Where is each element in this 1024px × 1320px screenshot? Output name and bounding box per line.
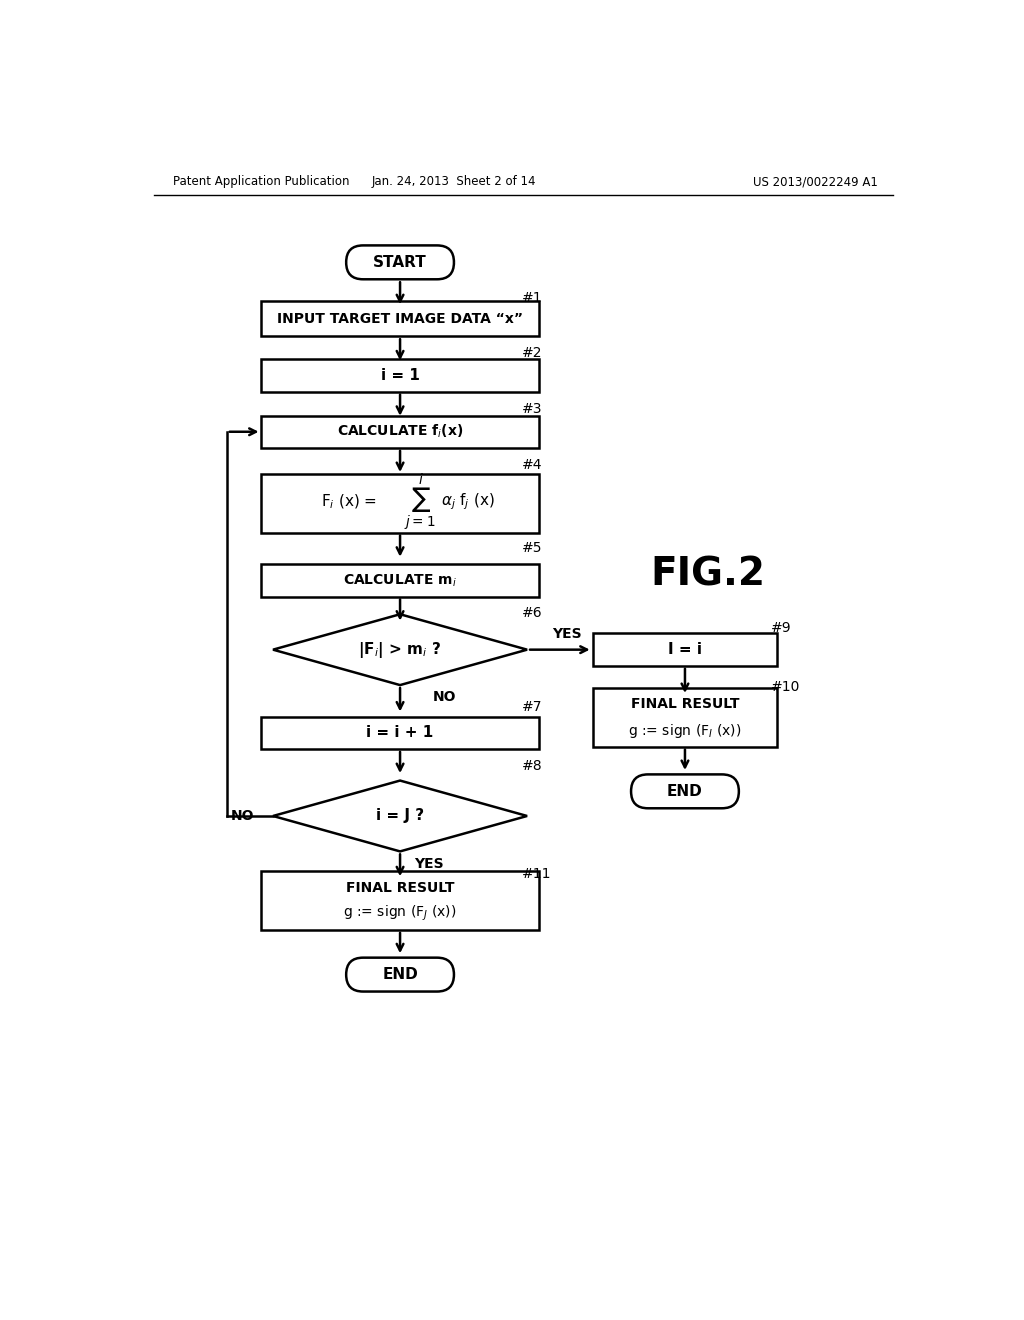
- Text: YES: YES: [552, 627, 582, 642]
- Text: YES: YES: [414, 858, 443, 871]
- Text: INPUT TARGET IMAGE DATA “x”: INPUT TARGET IMAGE DATA “x”: [278, 312, 523, 326]
- Text: $\alpha_j$ f$_j$ (x): $\alpha_j$ f$_j$ (x): [441, 491, 495, 512]
- Polygon shape: [273, 614, 527, 685]
- Text: #9: #9: [771, 622, 792, 635]
- FancyBboxPatch shape: [261, 416, 539, 447]
- Text: i = 1: i = 1: [381, 368, 420, 383]
- Text: Jan. 24, 2013  Sheet 2 of 14: Jan. 24, 2013 Sheet 2 of 14: [372, 176, 537, 187]
- Text: #10: #10: [771, 680, 801, 693]
- Text: #5: #5: [521, 541, 543, 554]
- Text: NO: NO: [230, 809, 254, 822]
- FancyBboxPatch shape: [261, 871, 539, 929]
- Text: I = i: I = i: [668, 642, 702, 657]
- FancyBboxPatch shape: [346, 958, 454, 991]
- Text: US 2013/0022249 A1: US 2013/0022249 A1: [753, 176, 878, 187]
- Text: #11: #11: [521, 867, 551, 882]
- Text: #2: #2: [521, 346, 543, 360]
- Text: FINAL RESULT: FINAL RESULT: [631, 697, 739, 711]
- FancyBboxPatch shape: [261, 717, 539, 748]
- Text: END: END: [667, 784, 702, 799]
- Text: FIG.2: FIG.2: [650, 556, 766, 593]
- Text: #1: #1: [521, 290, 543, 305]
- Text: START: START: [373, 255, 427, 269]
- Text: #6: #6: [521, 606, 543, 620]
- Text: #7: #7: [521, 700, 543, 714]
- FancyBboxPatch shape: [261, 564, 539, 597]
- Text: FINAL RESULT: FINAL RESULT: [346, 880, 455, 895]
- FancyBboxPatch shape: [261, 359, 539, 392]
- Text: g := sign (F$_I$ (x)): g := sign (F$_I$ (x)): [629, 722, 741, 739]
- FancyBboxPatch shape: [261, 301, 539, 337]
- FancyBboxPatch shape: [631, 775, 739, 808]
- Text: #8: #8: [521, 759, 543, 774]
- Text: #4: #4: [521, 458, 543, 471]
- FancyBboxPatch shape: [261, 474, 539, 533]
- Polygon shape: [273, 780, 527, 851]
- Text: g := sign (F$_J$ (x)): g := sign (F$_J$ (x)): [343, 904, 457, 924]
- FancyBboxPatch shape: [593, 634, 777, 665]
- Text: CALCULATE m$_i$: CALCULATE m$_i$: [343, 572, 457, 589]
- Text: CALCULATE f$_i$(x): CALCULATE f$_i$(x): [337, 422, 463, 441]
- Text: |F$_i$| > m$_i$ ?: |F$_i$| > m$_i$ ?: [358, 640, 441, 660]
- Text: Patent Application Publication: Patent Application Publication: [173, 176, 349, 187]
- FancyBboxPatch shape: [593, 688, 777, 747]
- Text: #3: #3: [521, 401, 543, 416]
- FancyBboxPatch shape: [346, 246, 454, 280]
- Text: END: END: [382, 968, 418, 982]
- Text: NO: NO: [432, 689, 456, 704]
- Text: F$_i$ (x) =: F$_i$ (x) =: [322, 492, 379, 511]
- Text: i = J ?: i = J ?: [376, 808, 424, 824]
- Text: $\sum_{j=1}^{i}$: $\sum_{j=1}^{i}$: [403, 471, 435, 532]
- Text: i = i + 1: i = i + 1: [367, 725, 434, 741]
